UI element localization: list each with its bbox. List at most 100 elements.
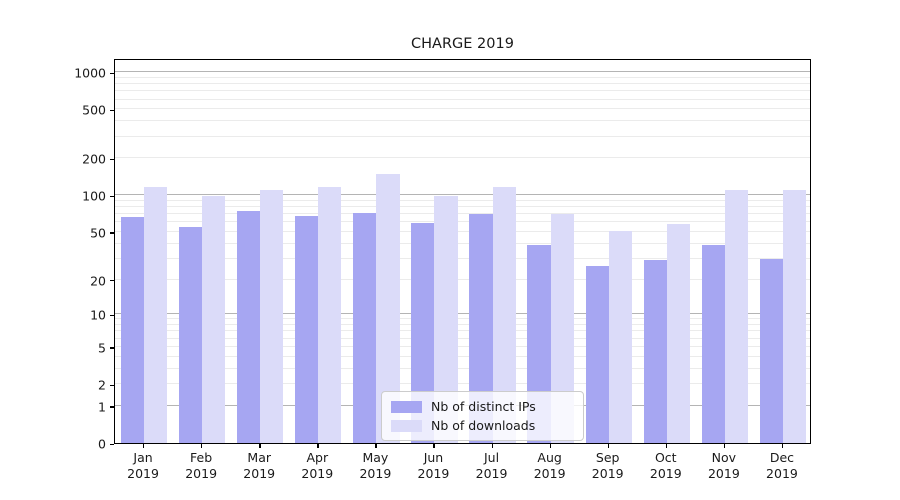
y-axis-tick-label: 0 xyxy=(98,436,106,452)
x-axis-tick xyxy=(607,444,609,448)
minor-gridline xyxy=(115,242,810,244)
x-axis-tick xyxy=(143,444,145,448)
minor-gridline xyxy=(115,120,810,122)
x-axis-tick-label: Jan 2019 xyxy=(127,450,159,481)
minor-gridline xyxy=(115,199,810,201)
minor-gridline xyxy=(115,318,810,320)
bar-nb-of-downloads-oct xyxy=(666,224,690,443)
legend-item: Nb of distinct IPs xyxy=(391,397,574,416)
y-axis-tick xyxy=(110,443,114,445)
y-axis-tick xyxy=(110,232,114,234)
bar-nb-of-distinct-ips-jul xyxy=(469,214,493,443)
minor-gridline xyxy=(115,90,810,92)
y-axis-tick xyxy=(110,314,114,317)
minor-gridline xyxy=(115,278,810,280)
minor-gridline xyxy=(115,337,810,339)
minor-gridline xyxy=(115,257,810,259)
bar-nb-of-distinct-ips-sep xyxy=(585,266,609,443)
x-axis-tick xyxy=(317,444,319,448)
y-axis-tick xyxy=(110,384,114,386)
y-axis-tick-label: 500 xyxy=(82,102,106,118)
x-axis-tick xyxy=(781,444,784,448)
minor-gridline xyxy=(115,345,810,347)
bar-nb-of-distinct-ips-mar xyxy=(237,210,261,443)
minor-gridline xyxy=(115,221,810,223)
major-gridline xyxy=(115,71,810,73)
major-gridline xyxy=(115,194,810,196)
y-axis-tick-label: 100 xyxy=(82,188,106,204)
minor-gridline xyxy=(115,367,810,369)
x-axis-tick xyxy=(433,444,435,448)
y-axis-tick-label: 50 xyxy=(90,225,106,241)
y-axis-tick-label: 200 xyxy=(82,151,106,167)
x-axis-tick-label: Sep 2019 xyxy=(591,450,624,481)
x-axis-tick-label: Dec 2019 xyxy=(766,450,798,481)
bar-nb-of-downloads-dec xyxy=(782,189,807,443)
legend: Nb of distinct IPs Nb of downloads xyxy=(381,391,584,441)
minor-gridline xyxy=(115,324,810,326)
y-axis-tick xyxy=(110,109,114,112)
legend-label: Nb of distinct IPs xyxy=(431,399,536,414)
legend-label: Nb of downloads xyxy=(431,418,536,433)
bar-nb-of-downloads-nov xyxy=(724,189,749,443)
minor-gridline xyxy=(115,108,810,110)
x-axis-tick-label: Jun 2019 xyxy=(417,450,450,481)
y-axis-tick-label: 1 xyxy=(98,399,106,415)
bar-nb-of-downloads-aug xyxy=(550,214,574,443)
minor-gridline xyxy=(115,213,810,215)
x-axis-tick-label: Feb 2019 xyxy=(185,450,218,481)
minor-gridline xyxy=(115,135,810,137)
y-axis-tick xyxy=(110,280,114,282)
major-gridline xyxy=(115,313,810,315)
chart-title: CHARGE 2019 xyxy=(411,36,514,52)
minor-gridline xyxy=(115,76,810,78)
y-axis-tick-label: 20 xyxy=(90,273,106,289)
x-axis-tick-label: Nov 2019 xyxy=(707,450,740,481)
minor-gridline xyxy=(115,157,810,159)
bar-nb-of-downloads-may xyxy=(376,173,400,443)
x-axis-tick-label: May 2019 xyxy=(359,450,392,481)
y-axis-tick xyxy=(110,347,114,349)
x-axis-tick xyxy=(723,444,726,448)
x-axis-tick-label: Oct 2019 xyxy=(649,450,682,481)
x-axis-tick xyxy=(201,444,203,448)
x-axis-tick-label: Apr 2019 xyxy=(301,450,334,481)
x-axis-tick-label: Aug 2019 xyxy=(533,450,566,481)
bar-nb-of-distinct-ips-nov xyxy=(701,245,725,443)
x-axis-tick xyxy=(375,444,377,448)
y-axis-tick xyxy=(110,158,114,161)
plot-area xyxy=(114,59,811,444)
bar-nb-of-distinct-ips-jan xyxy=(120,216,145,443)
y-axis-tick-label: 10 xyxy=(90,307,106,323)
bar-nb-of-distinct-ips-may xyxy=(353,212,377,443)
y-axis-tick xyxy=(110,72,114,75)
bar-nb-of-distinct-ips-apr xyxy=(295,215,319,443)
bar-nb-of-distinct-ips-feb xyxy=(178,226,203,443)
y-axis-tick xyxy=(110,406,114,408)
minor-gridline xyxy=(115,206,810,208)
y-axis-tick-label: 5 xyxy=(98,340,106,356)
x-axis-tick xyxy=(665,444,668,448)
x-axis-tick-label: Mar 2019 xyxy=(243,450,276,481)
y-axis-tick-label: 1000 xyxy=(74,65,106,81)
legend-item: Nb of downloads xyxy=(391,416,574,435)
minor-gridline xyxy=(115,355,810,357)
minor-gridline xyxy=(115,383,810,385)
minor-gridline xyxy=(115,83,810,85)
y-axis-tick xyxy=(110,195,114,198)
bar-nb-of-downloads-feb xyxy=(202,196,226,443)
bar-nb-of-downloads-jan xyxy=(144,186,168,443)
y-axis-tick-label: 2 xyxy=(98,377,106,393)
minor-gridline xyxy=(115,98,810,100)
bar-nb-of-downloads-sep xyxy=(608,230,632,443)
x-axis-tick xyxy=(259,444,261,448)
x-axis-tick-label: Jul 2019 xyxy=(475,450,508,481)
bar-nb-of-downloads-jul xyxy=(492,187,516,443)
x-axis-tick xyxy=(549,444,551,448)
minor-gridline xyxy=(115,330,810,332)
minor-gridline xyxy=(115,231,810,232)
legend-swatch xyxy=(391,419,422,432)
bar-nb-of-distinct-ips-jun xyxy=(411,223,435,443)
x-axis-tick xyxy=(491,444,493,448)
